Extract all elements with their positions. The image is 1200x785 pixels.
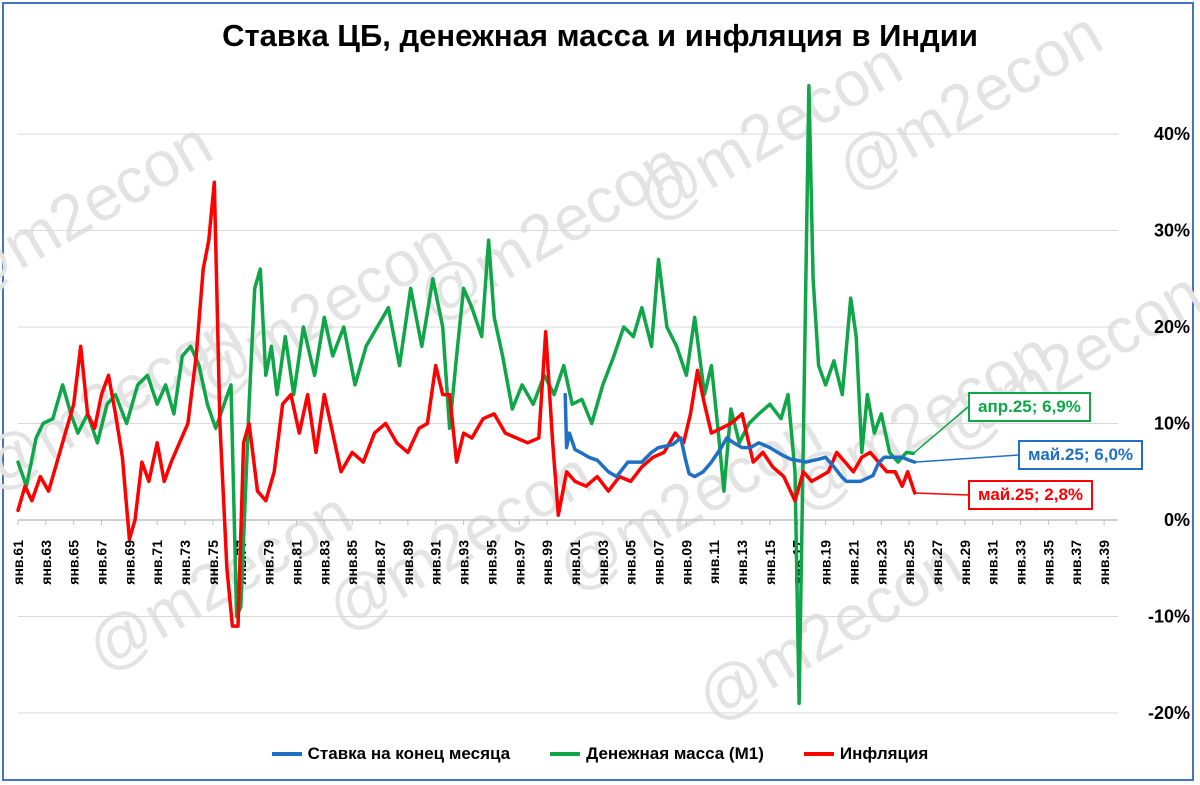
x-tick-label: янв.95 [483, 540, 499, 585]
x-tick-label: янв.31 [985, 540, 1001, 585]
callout-leader-line [914, 492, 969, 496]
x-tick-label: янв.97 [511, 540, 527, 585]
x-tick-label: янв.85 [344, 540, 360, 585]
callout-inflation: май.25; 2,8% [968, 480, 1094, 510]
x-tick-label: янв.39 [1096, 540, 1112, 585]
x-tick-label: янв.89 [400, 540, 416, 585]
series-line-inflation [16, 180, 917, 628]
x-tick-label: янв.09 [678, 540, 694, 585]
x-tick-label: янв.19 [818, 540, 834, 585]
legend-item-inflation: Инфляция [803, 744, 929, 764]
legend-swatch-money-supply [550, 752, 581, 756]
x-tick-label: янв.07 [651, 540, 667, 585]
legend-swatch-inflation [803, 752, 834, 756]
legend-label-inflation: Инфляция [839, 744, 929, 763]
x-tick-label: янв.05 [623, 540, 639, 585]
chart-title: Ставка ЦБ, денежная масса и инфляция в И… [222, 18, 978, 53]
x-tick-label: янв.25 [901, 540, 917, 585]
legend-label-rate: Ставка на конец месяца [307, 744, 511, 763]
x-tick-label: янв.33 [1013, 540, 1029, 585]
x-tick-label: янв.65 [66, 540, 82, 585]
x-tick-label: янв.37 [1068, 540, 1084, 585]
x-tick-label: янв.99 [539, 540, 555, 585]
x-tick-label: янв.21 [845, 540, 861, 585]
x-tick-label: янв.83 [316, 540, 332, 585]
x-tick-label: янв.35 [1040, 540, 1056, 585]
x-tick-label: янв.73 [177, 540, 193, 585]
callout-rate: май.25; 6,0% [1018, 440, 1144, 470]
legend-item-rate: Ставка на конец месяца [271, 744, 511, 764]
x-tick-label: янв.23 [873, 540, 889, 585]
y-tick-label: -10% [1148, 607, 1190, 627]
x-tick-label: янв.27 [929, 540, 945, 585]
series-line-money-supply [16, 84, 916, 706]
legend-swatch-rate [271, 752, 302, 756]
y-tick-label: 20% [1154, 317, 1190, 337]
x-tick-label: янв.11 [706, 540, 722, 584]
series-line-rate [563, 392, 917, 484]
x-tick-label: янв.01 [567, 540, 583, 585]
x-tick-label: янв.29 [957, 540, 973, 585]
x-tick-label: янв.91 [428, 540, 444, 585]
callout-money-supply: апр.25; 6,9% [968, 392, 1091, 422]
y-tick-label: 0% [1164, 510, 1190, 530]
legend-label-money-supply: Денежная масса (М1) [586, 744, 764, 763]
callout-leader-line [912, 406, 969, 454]
x-tick-label: янв.61 [10, 540, 26, 585]
x-tick-label: янв.93 [456, 540, 472, 585]
x-tick-label: янв.79 [261, 540, 277, 585]
y-tick-label: 30% [1154, 221, 1190, 241]
callout-leader-line [914, 454, 1019, 463]
x-tick-label: янв.67 [94, 540, 110, 585]
x-tick-label: янв.69 [121, 540, 137, 585]
watermark-text: @m2econ [0, 107, 224, 316]
x-tick-label: янв.03 [595, 540, 611, 585]
x-tick-label: янв.15 [762, 540, 778, 585]
x-tick-label: янв.71 [149, 540, 165, 585]
legend-item-money-supply: Денежная масса (М1) [550, 744, 764, 764]
x-tick-label: янв.13 [734, 540, 750, 585]
x-tick-label: янв.81 [288, 540, 304, 585]
legend: Ставка на конец месяца Денежная масса (М… [0, 744, 1200, 764]
x-tick-label: янв.75 [205, 540, 221, 585]
y-tick-label: 40% [1154, 124, 1190, 144]
x-tick-label: янв.63 [38, 540, 54, 585]
x-tick-label: янв.87 [372, 540, 388, 585]
y-tick-label: 10% [1154, 414, 1190, 434]
y-tick-label: -20% [1148, 703, 1190, 723]
